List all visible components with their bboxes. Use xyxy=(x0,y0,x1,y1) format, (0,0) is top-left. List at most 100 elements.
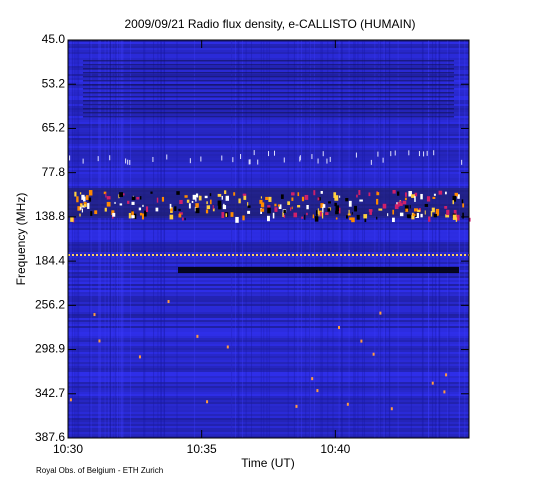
spectrum-burst xyxy=(461,199,464,204)
spectrum-burst xyxy=(218,205,222,210)
spectrum-dot xyxy=(88,254,90,256)
spectrum-column xyxy=(266,40,268,438)
spectrum-row xyxy=(68,46,469,48)
spectrum-burst xyxy=(267,215,270,222)
spectrum-burst xyxy=(392,209,395,215)
spectrum-row xyxy=(68,56,469,58)
spectrum-dot xyxy=(120,254,122,256)
spectrum-dot xyxy=(260,254,262,256)
spectrum-column xyxy=(153,40,155,438)
spectrum-column xyxy=(78,40,80,438)
spectrum-burst xyxy=(136,196,140,200)
spectrum-row xyxy=(68,184,469,186)
spectrum-dot xyxy=(332,254,334,256)
spectrum-burst xyxy=(192,194,197,200)
spectrum-column xyxy=(301,40,303,438)
spectrum-burst xyxy=(444,205,448,209)
spectrum-dot xyxy=(264,254,266,256)
spectrum-burst xyxy=(392,217,395,223)
spectrum-row xyxy=(68,164,469,166)
spectrum-burst xyxy=(114,201,116,204)
spectrum-dot xyxy=(444,254,446,256)
spectrum-row xyxy=(68,432,469,434)
spectrum-burst xyxy=(265,196,269,200)
spectrum-burst xyxy=(454,192,458,197)
spectrum-dot xyxy=(420,254,422,256)
spectrum-column xyxy=(90,40,92,438)
spectrum-burst xyxy=(334,195,339,201)
spectrum-dot xyxy=(300,254,302,256)
spectrum-dot xyxy=(440,254,442,256)
spectrum-column xyxy=(143,40,145,438)
spectrum-row xyxy=(83,108,454,110)
spectrum-burst xyxy=(415,212,417,218)
spectrum-burst xyxy=(346,402,349,406)
x-tick-label: 10:40 xyxy=(320,442,350,456)
spectrum-dot xyxy=(84,254,86,256)
spectrum-row xyxy=(68,98,469,100)
spectrum-column xyxy=(422,40,424,438)
spectrum-dot xyxy=(316,254,318,256)
spectrum-dot xyxy=(240,254,242,256)
spectrum-burst xyxy=(196,334,199,338)
spectrum-dot xyxy=(116,254,118,256)
spectrum-column xyxy=(157,40,159,438)
spectrum-burst xyxy=(235,216,239,223)
spectrum-row xyxy=(68,260,469,262)
spectrum-burst xyxy=(174,206,177,212)
spectrum-dot xyxy=(460,254,462,256)
spectrum-burst xyxy=(394,150,396,156)
spectrum-burst xyxy=(119,192,124,198)
spectrum-burst xyxy=(178,213,182,218)
spectrum-burst xyxy=(404,192,407,197)
spectrum-burst xyxy=(297,205,301,208)
spectrum-burst xyxy=(282,211,284,217)
spectrum-burst xyxy=(431,381,434,385)
spectrum-burst xyxy=(109,155,111,161)
spectrum-row xyxy=(83,60,454,62)
spectrum-column xyxy=(439,40,441,438)
spectrum-row xyxy=(68,168,469,170)
spectrum-dot xyxy=(312,254,314,256)
spectrum-burst xyxy=(83,196,86,202)
spectrum-row xyxy=(83,116,454,118)
spectrum-burst xyxy=(69,398,72,402)
spectrum-burst xyxy=(70,217,74,222)
spectrum-column xyxy=(321,40,323,438)
spectrum-burst xyxy=(346,215,348,219)
spectrum-burst xyxy=(195,207,200,214)
spectrum-column xyxy=(389,40,391,438)
spectrum-column xyxy=(245,40,247,438)
spectrum-burst xyxy=(280,194,284,199)
spectrum-burst xyxy=(424,203,429,207)
spectrum-dot xyxy=(436,254,438,256)
spectrum-column xyxy=(119,40,121,438)
spectrum-burst xyxy=(141,213,144,220)
spectrum-burst xyxy=(445,214,450,218)
spectrum-burst xyxy=(182,217,184,221)
spectrum-row xyxy=(68,274,469,276)
spectrum-row xyxy=(68,146,469,148)
spectrum-row xyxy=(68,366,469,368)
spectrum-column xyxy=(464,40,466,438)
spectrum-row xyxy=(68,140,469,142)
spectrum-burst xyxy=(329,156,331,162)
spectrum-dot xyxy=(268,254,270,256)
spectrum-burst xyxy=(428,216,431,222)
spectrum-burst xyxy=(291,197,294,201)
spectrum-row xyxy=(68,40,469,42)
spectrum-column xyxy=(438,40,440,438)
spectrum-row xyxy=(68,102,469,104)
spectrum-row xyxy=(68,252,469,254)
spectrum-burst xyxy=(320,190,323,194)
spectrum-burst xyxy=(390,407,393,411)
spectrum-burst xyxy=(369,210,372,215)
spectrum-burst xyxy=(169,214,174,220)
spectrum-burst xyxy=(82,158,84,164)
spectrum-burst xyxy=(321,212,324,219)
spectrum-burst xyxy=(351,217,355,223)
spectrum-column xyxy=(164,40,166,438)
spectrum-burst xyxy=(409,205,411,209)
spectrum-burst xyxy=(338,326,341,330)
spectrum-row xyxy=(68,222,469,224)
